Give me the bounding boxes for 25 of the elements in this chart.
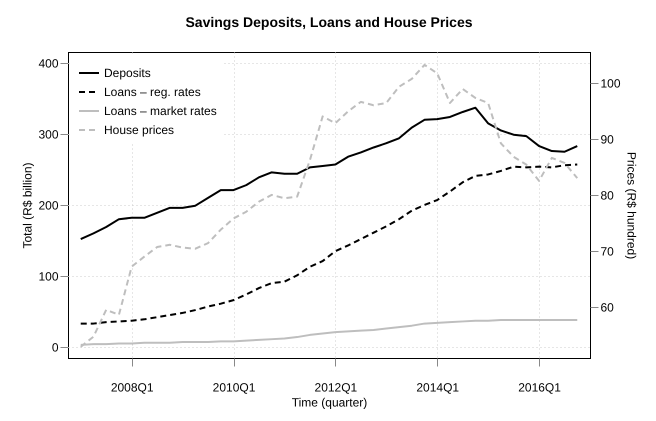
- y2-tick-label: 80: [600, 188, 614, 202]
- y2-tick-label: 90: [600, 132, 614, 146]
- chart-title: Savings Deposits, Loans and House Prices: [185, 14, 473, 30]
- y-tick-label: 400: [38, 56, 59, 71]
- y-tick-label: 200: [38, 198, 59, 212]
- line-series: [80, 164, 578, 325]
- x-tick-label: 2014Q1: [416, 380, 460, 394]
- legend-label: Deposits: [104, 66, 151, 80]
- y-tick-label: 300: [38, 128, 59, 142]
- y-tick-label: 0: [52, 340, 59, 354]
- legend-label: House prices: [104, 123, 174, 137]
- x-tick-label: 2012Q1: [314, 380, 358, 394]
- y2-tick-label: 60: [600, 300, 614, 314]
- legend-label: Loans – market rates: [104, 104, 217, 118]
- y2-axis-title: Prices (R$ hundred): [624, 152, 639, 260]
- y-tick-label: 100: [38, 270, 59, 284]
- y2-tick-label: 70: [600, 244, 614, 258]
- x-tick-label: 2016Q1: [518, 380, 562, 394]
- x-axis-title: Time (quarter): [292, 396, 368, 410]
- line-series: [80, 106, 578, 240]
- x-tick-label: 2010Q1: [212, 380, 256, 394]
- legend-label: Loans – reg. rates: [104, 85, 201, 99]
- y2-tick-label: 100: [600, 76, 621, 90]
- y-axis-title: Total (R$ billion): [20, 162, 34, 249]
- x-tick-label: 2008Q1: [110, 380, 154, 394]
